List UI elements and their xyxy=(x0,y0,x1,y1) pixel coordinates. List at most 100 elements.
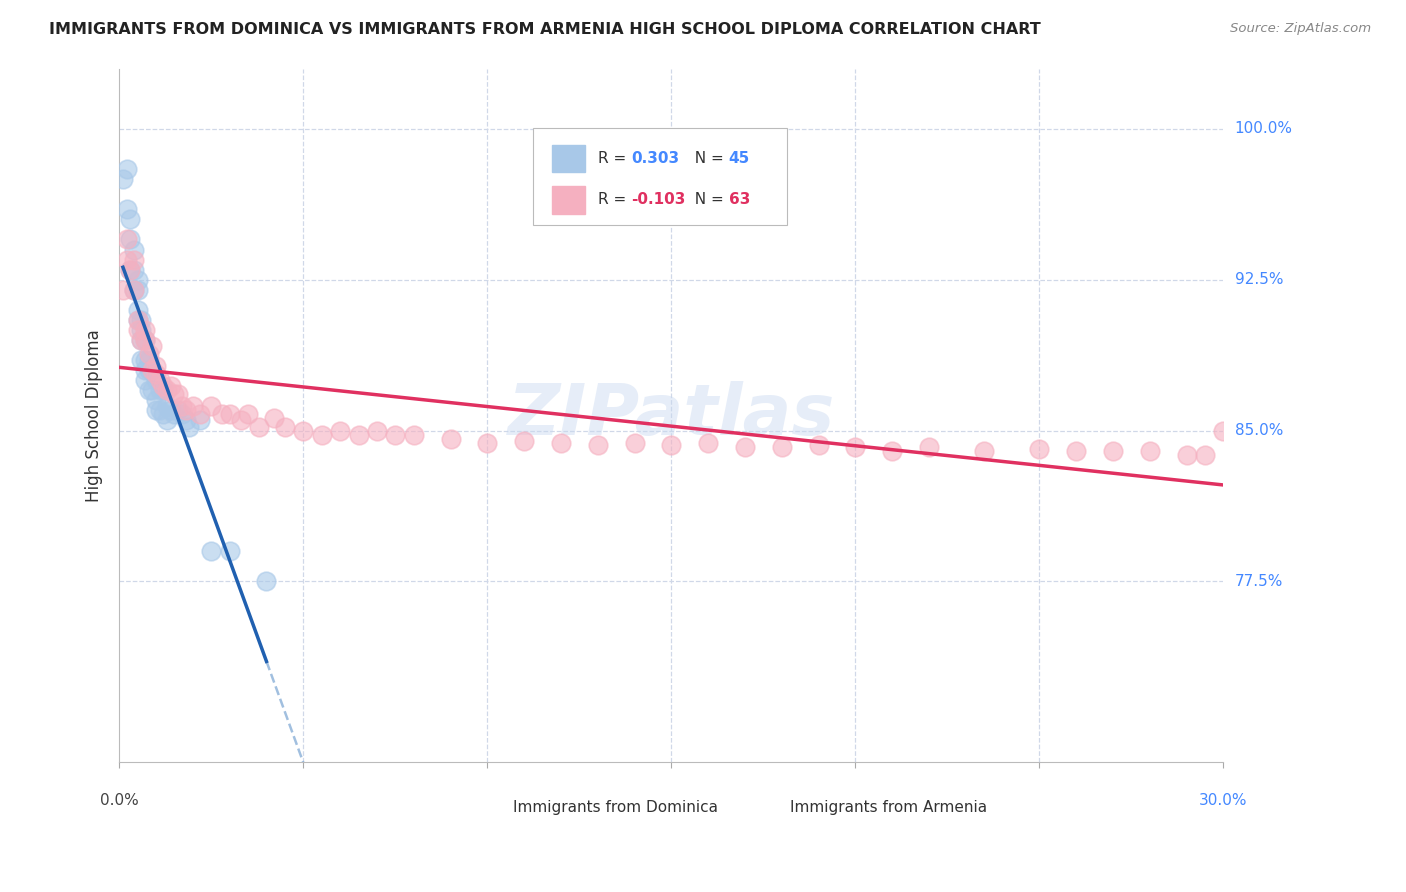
Point xyxy=(402,427,425,442)
Point xyxy=(120,212,142,227)
Text: 100.0%: 100.0% xyxy=(1234,121,1292,136)
Point xyxy=(329,424,352,438)
Point xyxy=(163,387,186,401)
Point xyxy=(127,313,149,327)
Point xyxy=(347,427,370,442)
Point xyxy=(384,427,406,442)
Point xyxy=(439,432,461,446)
Point xyxy=(211,408,233,422)
Point xyxy=(247,419,270,434)
Point xyxy=(115,252,138,267)
Point xyxy=(697,435,720,450)
Text: N =: N = xyxy=(685,151,728,166)
Y-axis label: High School Diploma: High School Diploma xyxy=(86,329,103,502)
Point xyxy=(181,400,204,414)
Point xyxy=(200,400,222,414)
Point xyxy=(149,373,172,387)
Point xyxy=(122,243,145,257)
Point xyxy=(131,353,153,368)
Point xyxy=(134,353,156,368)
Point xyxy=(1175,448,1198,462)
Point xyxy=(477,435,499,450)
Text: 85.0%: 85.0% xyxy=(1234,423,1282,438)
Point xyxy=(134,333,156,347)
Point xyxy=(122,262,145,277)
Point xyxy=(188,408,211,422)
Point xyxy=(120,262,142,277)
Point xyxy=(586,437,609,451)
Point xyxy=(918,440,941,454)
Point xyxy=(115,162,138,177)
Point xyxy=(256,574,278,589)
Point xyxy=(973,443,995,458)
Point xyxy=(1194,448,1216,462)
Point xyxy=(145,393,167,408)
FancyBboxPatch shape xyxy=(533,128,787,225)
Point xyxy=(138,353,160,368)
Text: Immigrants from Armenia: Immigrants from Armenia xyxy=(790,800,987,815)
Point xyxy=(1212,424,1234,438)
Text: 77.5%: 77.5% xyxy=(1234,574,1282,589)
Point xyxy=(141,363,163,377)
Text: ZIPatlas: ZIPatlas xyxy=(508,381,835,450)
Point xyxy=(229,413,252,427)
Point xyxy=(127,273,149,287)
Point xyxy=(131,313,153,327)
Point xyxy=(156,400,179,414)
Point xyxy=(122,283,145,297)
Point xyxy=(145,403,167,417)
Point xyxy=(770,440,793,454)
Point xyxy=(236,408,259,422)
Point xyxy=(734,440,756,454)
FancyBboxPatch shape xyxy=(553,186,585,214)
Point xyxy=(218,544,240,558)
Point xyxy=(513,434,536,448)
Point xyxy=(138,384,160,398)
Point xyxy=(141,339,163,353)
Point xyxy=(127,302,149,317)
Text: 45: 45 xyxy=(728,151,749,166)
Text: 0.303: 0.303 xyxy=(631,151,679,166)
Point xyxy=(120,262,142,277)
Point xyxy=(263,411,285,425)
Point xyxy=(127,283,149,297)
Point xyxy=(163,408,186,422)
Text: R =: R = xyxy=(599,193,631,208)
Point xyxy=(145,373,167,387)
Point xyxy=(152,408,174,422)
Point xyxy=(152,379,174,393)
Point xyxy=(1139,443,1161,458)
Point xyxy=(127,323,149,337)
Text: 0.0%: 0.0% xyxy=(100,793,139,808)
Text: R =: R = xyxy=(599,151,631,166)
Point xyxy=(131,333,153,347)
Point xyxy=(131,333,153,347)
Point xyxy=(134,323,156,337)
Text: N =: N = xyxy=(685,193,728,208)
Point xyxy=(174,403,197,417)
Point xyxy=(120,232,142,246)
Point xyxy=(179,419,201,434)
Point xyxy=(366,424,388,438)
Point xyxy=(170,408,193,422)
Point xyxy=(111,283,134,297)
Point xyxy=(807,437,830,451)
Point xyxy=(292,424,315,438)
Point xyxy=(174,413,197,427)
Point xyxy=(274,419,297,434)
FancyBboxPatch shape xyxy=(748,795,782,820)
Point xyxy=(141,363,163,377)
Point xyxy=(122,283,145,297)
Point xyxy=(115,202,138,217)
Point xyxy=(141,384,163,398)
Point xyxy=(1102,443,1125,458)
Point xyxy=(167,387,190,401)
Point xyxy=(1028,442,1050,456)
FancyBboxPatch shape xyxy=(553,145,585,172)
Point xyxy=(844,440,866,454)
Text: Immigrants from Dominica: Immigrants from Dominica xyxy=(513,800,718,815)
Point xyxy=(661,437,683,451)
Point xyxy=(138,363,160,377)
Text: 30.0%: 30.0% xyxy=(1199,793,1247,808)
Point xyxy=(138,347,160,361)
